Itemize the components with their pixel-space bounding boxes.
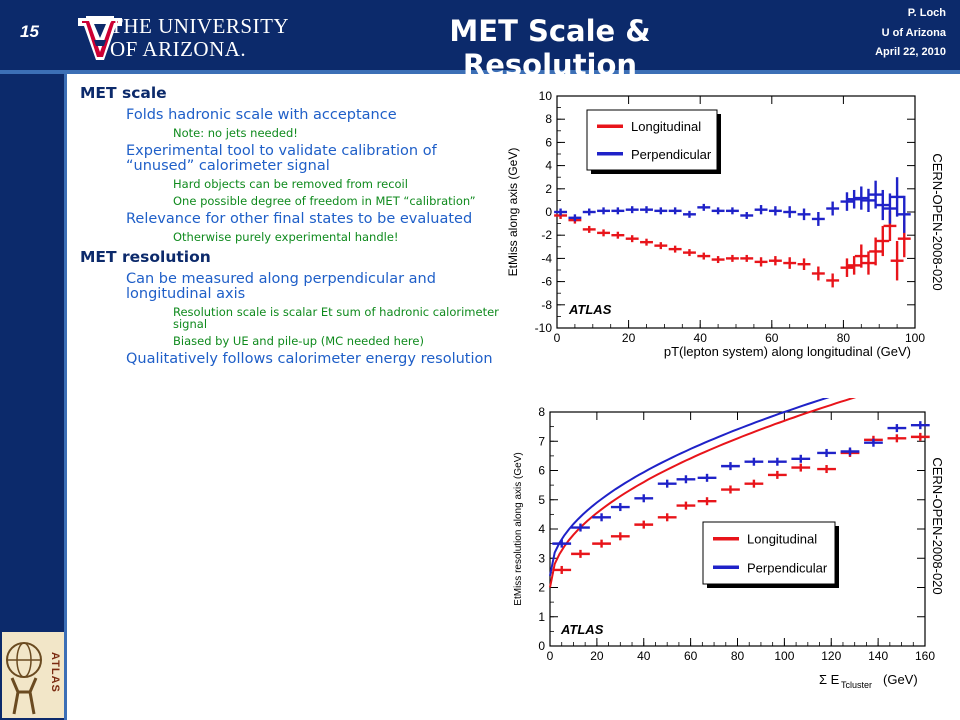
x-tick-label: 160: [915, 649, 935, 663]
x-axis-label-unit: (GeV): [883, 672, 918, 687]
y-tick-label: 3: [538, 551, 545, 565]
y-axis-label: EtMiss along axis (GeV): [506, 148, 520, 277]
x-tick-label: 20: [590, 649, 604, 663]
bullet-level2: Experimental tool to validate calibratio…: [126, 143, 437, 174]
y-tick-label: 4: [538, 522, 545, 536]
y-tick-label: 8: [545, 112, 552, 126]
y-tick-label: 8: [538, 405, 545, 419]
atlas-annotation: ATLAS: [560, 622, 604, 637]
y-tick-label: 1: [538, 610, 545, 624]
x-tick-label: 20: [622, 331, 636, 345]
cern-reference-label: CERN-OPEN-2008-020: [930, 153, 945, 290]
x-tick-label: 40: [694, 331, 708, 345]
x-tick-label: 120: [821, 649, 841, 663]
atlas-logo-text: ATLAS: [49, 652, 61, 693]
presentation-date: April 22, 2010: [875, 46, 946, 58]
fit-curve-perpendicular: [549, 398, 830, 576]
y-tick-label: -2: [541, 228, 552, 242]
author-name: P. Loch: [907, 7, 946, 19]
y-axis-label: EtMiss resolution along axis (GeV): [513, 452, 524, 605]
bullet-level1: MET resolution: [80, 248, 211, 266]
y-tick-label: 0: [545, 205, 552, 219]
university-name-line1: THE UNIVERSITY: [110, 14, 290, 38]
legend-box: [586, 109, 718, 171]
y-tick-label: 0: [538, 639, 545, 653]
header-divider: [0, 70, 960, 74]
bullet-level2: Qualitatively follows calorimeter energy…: [126, 351, 493, 367]
bullet-level3: Otherwise purely experimental handle!: [173, 230, 399, 244]
y-tick-label: -4: [541, 251, 552, 265]
x-tick-label: 40: [637, 649, 651, 663]
x-tick-label: 100: [774, 649, 794, 663]
x-axis-label: Σ E: [819, 672, 840, 687]
bullet-level2: Can be measured along perpendicular and …: [126, 271, 436, 302]
bullet-level3: One possible degree of freedom in MET “c…: [173, 194, 476, 208]
y-tick-label: -10: [535, 321, 553, 335]
bullet-level3: Resolution scale is scalar Et sum of had…: [173, 305, 499, 331]
y-tick-label: 2: [538, 581, 545, 595]
x-tick-label: 80: [731, 649, 745, 663]
y-tick-label: 5: [538, 493, 545, 507]
university-name-line2: OF ARIZONA.: [110, 37, 247, 61]
x-tick-label: 100: [905, 331, 925, 345]
legend-label: Longitudinal: [747, 532, 817, 547]
atlas-annotation: ATLAS: [568, 302, 612, 317]
x-tick-label: 0: [554, 331, 561, 345]
fit-curve-longitudinal: [549, 398, 857, 588]
legend-box: [702, 521, 836, 585]
y-tick-label: 2: [545, 182, 552, 196]
cern-reference-label: CERN-OPEN-2008-020: [930, 457, 945, 594]
bullet-level1: MET scale: [80, 84, 167, 102]
x-axis-label-subscript: Tcluster: [841, 680, 872, 690]
y-tick-label: 4: [545, 159, 552, 173]
header-bar: [0, 0, 960, 70]
sidebar-divider: [64, 74, 67, 720]
sidebar-bar: [0, 74, 64, 720]
bullet-level3: Hard objects can be removed from recoil: [173, 177, 408, 191]
x-tick-label: 80: [837, 331, 851, 345]
y-tick-label: -8: [541, 298, 552, 312]
y-tick-label: 6: [538, 464, 545, 478]
x-tick-label: 60: [684, 649, 698, 663]
x-tick-label: 140: [868, 649, 888, 663]
legend-label: Perpendicular: [747, 560, 828, 575]
slide-number: 15: [20, 22, 39, 41]
bullet-list: MET scale Folds hadronic scale with accep…: [80, 84, 500, 371]
legend-label: Perpendicular: [631, 147, 712, 162]
x-axis-label: pT(lepton system) along longitudinal (Ge…: [664, 344, 911, 359]
bullet-level3: Note: no jets needed!: [173, 126, 298, 140]
atlas-logo-icon: ATLAS: [2, 632, 64, 718]
y-tick-label: 7: [538, 434, 545, 448]
met-scale-chart: 0 20 40 60 80 100 -10 -8 -6 -4 -2 0 2 4 6 8 10 Longitudin…: [506, 89, 945, 359]
y-tick-label: 6: [545, 135, 552, 149]
y-tick-label: -6: [541, 275, 552, 289]
institution-name: U of Arizona: [881, 27, 946, 39]
legend-label: Longitudinal: [631, 119, 701, 134]
bullet-level2: Folds hadronic scale with acceptance: [126, 107, 397, 123]
university-logo-icon: [74, 16, 122, 60]
slide-title: MET Scale & Resolution: [449, 14, 651, 82]
met-resolution-chart: 0 20 40 60 80 100 120 140 160 0 1 2 3 4 5 6 7 8 Longitudin…: [513, 398, 945, 690]
y-tick-label: 10: [539, 89, 553, 103]
x-tick-label: 0: [547, 649, 554, 663]
bullet-level2: Relevance for other final states to be e…: [126, 211, 473, 227]
bullet-level3: Biased by UE and pile-up (MC needed here…: [173, 334, 424, 348]
x-tick-label: 60: [765, 331, 779, 345]
